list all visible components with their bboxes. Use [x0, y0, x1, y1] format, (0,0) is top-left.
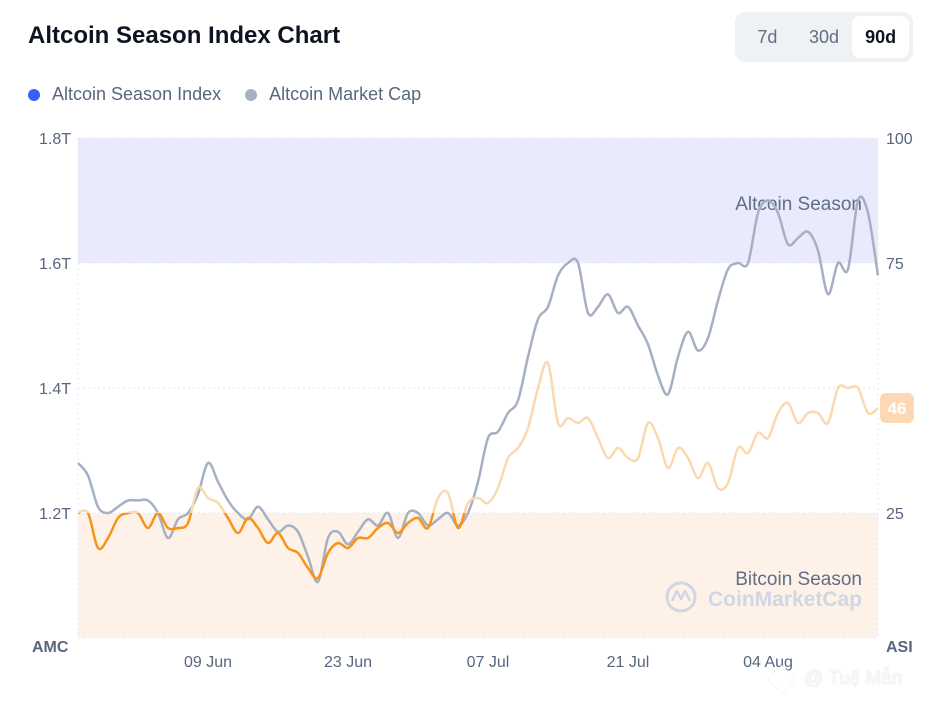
range-7d-button[interactable]: 7d — [739, 16, 796, 58]
range-90d-button[interactable]: 90d — [852, 16, 910, 58]
legend-label: Altcoin Season Index — [52, 84, 222, 104]
legend-dot-icon — [28, 88, 40, 101]
left-axis-label: AMC — [32, 639, 69, 656]
left-tick-label: 1.6T — [39, 256, 71, 273]
legend-label: Altcoin Market Cap — [269, 84, 422, 104]
left-tick-label: 1.2T — [39, 506, 71, 523]
x-tick-label: 09 Jun — [184, 654, 232, 671]
watermark-icon — [767, 664, 797, 694]
chart-legend: Altcoin Season Index Altcoin Market Cap — [28, 84, 445, 105]
brand-text: CoinMarketCap — [708, 588, 862, 611]
watermark-text: @ Tuệ Mẫn — [767, 664, 903, 694]
altcoin-market-cap-line — [77, 195, 880, 584]
left-tick-label: 1.4T — [39, 381, 71, 398]
x-tick-label: 04 Aug — [743, 654, 793, 671]
right-tick-label: 25 — [886, 506, 904, 523]
legend-item-asi[interactable]: Altcoin Season Index — [28, 84, 221, 105]
page-title: Altcoin Season Index Chart — [28, 22, 341, 49]
coinmarketcap-logo: CoinMarketCap — [665, 581, 862, 613]
x-tick-label: 23 Jun — [324, 654, 372, 671]
left-tick-label: 1.8T — [39, 131, 71, 148]
time-range-selector: 7d 30d 90d — [735, 12, 913, 62]
range-30d-button[interactable]: 30d — [796, 16, 853, 58]
altcoin-season-label: Altcoin Season — [735, 194, 862, 215]
current-value-badge — [880, 393, 914, 423]
right-axis-label: ASI — [886, 639, 913, 656]
bitcoin-season-label: Bitcoin Season — [735, 569, 862, 590]
current-value-text: 46 — [888, 399, 907, 418]
legend-dot-icon — [245, 88, 258, 101]
right-tick-label: 100 — [886, 131, 913, 148]
bitcoin-season-zone — [78, 513, 878, 638]
asi-line-neutral-zone — [77, 360, 879, 513]
x-tick-label: 07 Jul — [467, 654, 510, 671]
x-tick-label: 21 Jul — [607, 654, 650, 671]
right-tick-label: 75 — [886, 256, 904, 273]
legend-item-amc[interactable]: Altcoin Market Cap — [245, 84, 421, 105]
altcoin-season-zone — [78, 138, 878, 263]
